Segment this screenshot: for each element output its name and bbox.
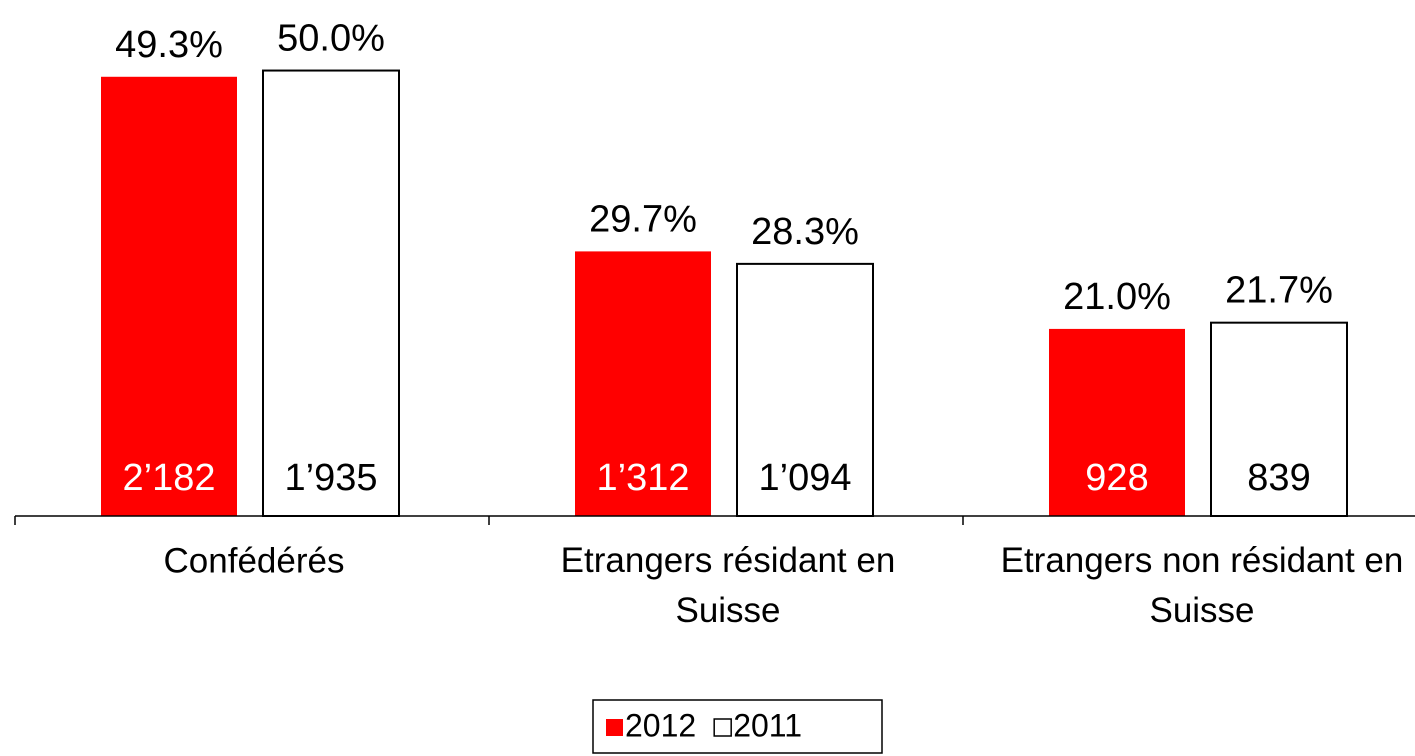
x-tick-label: Etrangers non résidant en Suisse [1001,541,1404,630]
legend-box [592,699,883,754]
bar [1210,321,1348,517]
count-label: 928 [1085,457,1148,499]
count-label: 2’182 [123,457,216,499]
bar [101,76,237,517]
count-label: 1’094 [759,457,852,499]
value-label: 28.3% [751,211,859,253]
count-label: 1’312 [597,457,690,499]
legend-label: 2011 [733,707,802,743]
x-tick-label: Confédérés [164,541,345,580]
x-tick-label: Etrangers résidant en Suisse [561,541,896,630]
value-label: 29.7% [589,198,697,240]
legend-swatch [606,719,623,736]
bar [1049,328,1185,516]
count-label: 839 [1247,457,1310,499]
legend-label: 2012 [625,707,696,743]
value-label: 21.0% [1063,276,1171,318]
bar [575,251,711,516]
value-label: 21.7% [1225,270,1333,312]
count-label: 1’935 [285,457,378,499]
value-label: 50.0% [277,18,385,60]
value-label: 49.3% [115,24,223,66]
legend-swatch [713,718,732,737]
bar [262,69,400,518]
